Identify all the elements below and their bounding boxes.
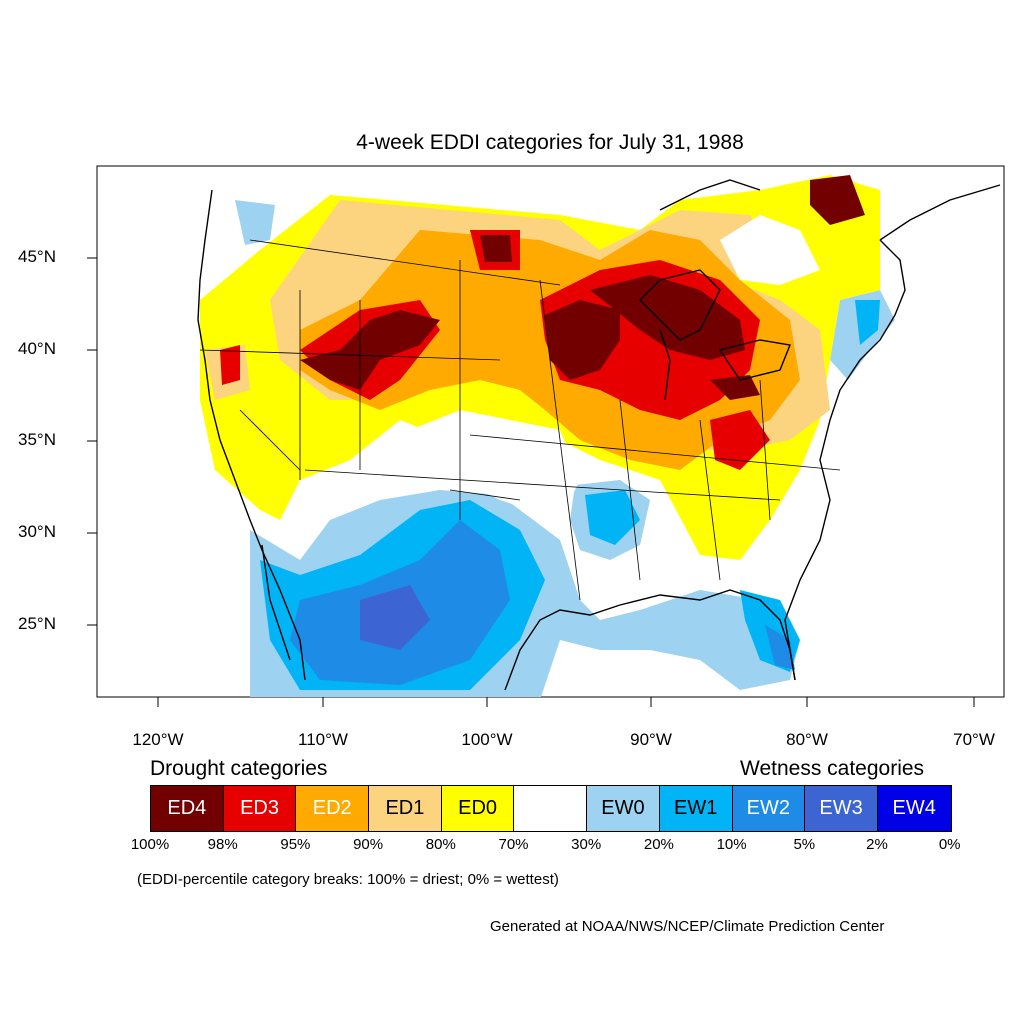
dry-field-ed4-north: [480, 235, 512, 262]
legend-box-ew2: EW2: [732, 786, 806, 831]
wet-field-ew2-florida: [765, 625, 795, 670]
axis-ticks: [87, 257, 975, 707]
legend-box-ew3: EW3: [805, 786, 878, 831]
break-label: 98%: [207, 836, 238, 853]
neutral-field-northeast: [720, 215, 820, 285]
lon-label-70w: 70°W: [953, 730, 995, 749]
state-borders: [199, 239, 841, 601]
wet-field-ew1-northeast: [855, 300, 880, 345]
legend-box-ew1: EW1: [659, 786, 733, 831]
category-legend: ED4 ED3 ED2 ED1 ED0 EW0 EW1 EW2 EW3 EW4: [150, 785, 952, 832]
break-label: 90%: [353, 836, 384, 853]
lon-label-80w: 80°W: [786, 730, 828, 749]
legend-box-ed1: ED1: [369, 786, 442, 831]
break-label: 100%: [130, 836, 170, 853]
dry-field-ed4-west: [300, 310, 440, 390]
legend-box-ew0: EW0: [587, 786, 660, 831]
break-label: 0%: [938, 836, 961, 853]
credit-line: Generated at NOAA/NWS/NCEP/Climate Predi…: [490, 918, 885, 935]
lat-label-35: 35°N: [18, 430, 56, 449]
lon-label-100w: 100°W: [461, 730, 513, 749]
lat-label-30: 30°N: [18, 522, 56, 541]
lat-label-25: 25°N: [18, 614, 56, 633]
lon-label-110w: 110°W: [298, 730, 348, 749]
break-label: 5%: [793, 836, 816, 853]
category-fields: [200, 175, 895, 697]
category-note: (EDDI-percentile category breaks: 100% =…: [137, 871, 559, 888]
dry-field-ed4-center: [545, 300, 620, 380]
dry-field-ed3-west: [220, 345, 240, 385]
legend-box-ew4: EW4: [877, 786, 951, 831]
legend-box-neutral: [514, 786, 588, 831]
break-label: 30%: [571, 836, 602, 853]
dry-field-ed4-lakes: [590, 275, 745, 360]
map-title: 4-week EDDI categories for July 31, 1988: [356, 131, 744, 154]
lat-label-40: 40°N: [18, 339, 56, 358]
dry-field-ed4-ohio: [710, 375, 760, 400]
break-label: 20%: [643, 836, 674, 853]
lat-label-45: 45°N: [18, 247, 56, 266]
coastlines: [197, 179, 1001, 691]
legend-box-ed4: ED4: [151, 786, 224, 831]
dry-field-ed4-northeast: [810, 175, 865, 225]
legend-box-ed2: ED2: [296, 786, 370, 831]
wet-field-ew1-southeast: [585, 490, 640, 545]
drought-heading: Drought categories: [150, 757, 328, 780]
break-label: 95%: [280, 836, 311, 853]
lon-label-120w: 120°W: [132, 730, 184, 749]
break-label: 70%: [498, 836, 529, 853]
dry-field-ed3-east: [710, 410, 770, 470]
wetness-heading: Wetness categories: [740, 757, 925, 780]
break-label: 10%: [716, 836, 747, 853]
lon-label-90w: 90°W: [630, 730, 672, 749]
break-label: 80%: [425, 836, 456, 853]
break-label: 2%: [866, 836, 888, 853]
legend-box-ed3: ED3: [223, 786, 297, 831]
wet-field-ew3-southwest: [360, 585, 430, 650]
neutral-field-southcentral: [410, 410, 580, 520]
legend-box-ed0: ED0: [441, 786, 515, 831]
wet-field-ew0-northwest: [235, 200, 275, 245]
